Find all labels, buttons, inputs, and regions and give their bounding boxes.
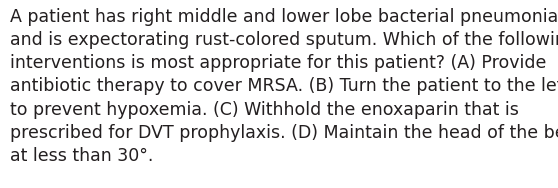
Text: A patient has right middle and lower lobe bacterial pneumonia
and is expectorati: A patient has right middle and lower lob… (10, 8, 558, 165)
